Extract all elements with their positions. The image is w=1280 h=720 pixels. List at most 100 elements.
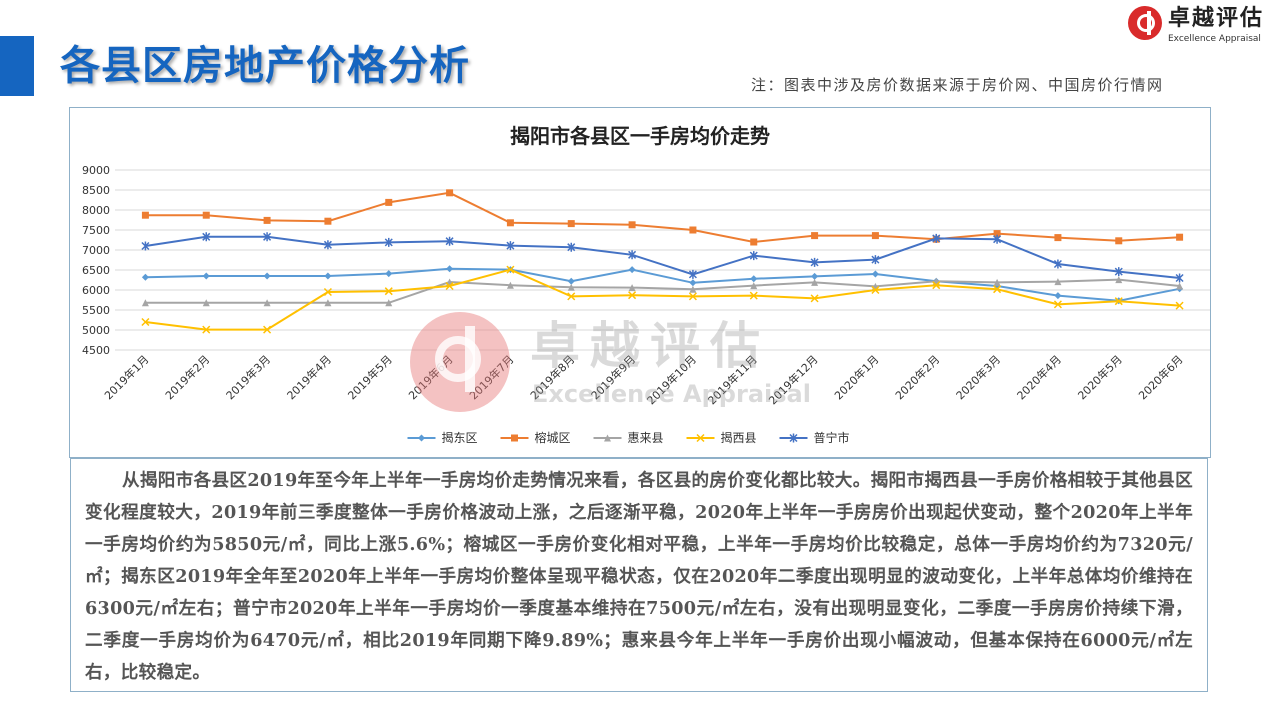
data-point (871, 285, 880, 295)
legend-label: 惠来县 (628, 431, 664, 445)
data-point (506, 241, 515, 251)
logo-name: 卓越评估 (1168, 6, 1265, 31)
data-point (141, 211, 149, 219)
data-point (1115, 276, 1123, 284)
data-point (1176, 233, 1184, 241)
data-point (689, 279, 697, 287)
data-point (445, 236, 454, 246)
y-tick-label: 5500 (82, 304, 110, 317)
data-point (750, 275, 758, 283)
series-line (145, 267, 1180, 302)
data-point (567, 242, 576, 252)
x-tick-label: 2020年5月 (1075, 352, 1125, 402)
data-point (567, 283, 575, 291)
data-point (810, 294, 819, 303)
data-point (628, 284, 636, 292)
y-tick-label: 8000 (82, 204, 110, 217)
data-point (993, 234, 1002, 244)
data-point (749, 251, 758, 261)
data-point (141, 241, 150, 251)
data-point (628, 221, 636, 229)
data-point (932, 233, 941, 243)
x-tick-label: 2019年7月 (466, 352, 516, 402)
data-point (384, 237, 393, 247)
data-point (932, 281, 941, 290)
data-point (506, 281, 514, 289)
logo-subtitle: Excellence Appraisal (1168, 34, 1261, 44)
x-tick-label: 2019年12月 (766, 352, 821, 407)
data-point (263, 216, 271, 224)
data-point (202, 325, 211, 334)
data-point (811, 272, 819, 280)
data-point (1175, 273, 1184, 283)
data-point (696, 433, 705, 443)
data-point (567, 220, 575, 228)
y-tick-label: 8500 (82, 184, 110, 197)
data-point (141, 299, 149, 307)
data-point (384, 287, 393, 296)
data-point (202, 299, 210, 307)
data-point (567, 277, 575, 285)
data-point (993, 285, 1002, 294)
y-tick-label: 6000 (82, 284, 110, 297)
data-point (811, 278, 819, 286)
data-source-note: 注：图表中涉及房价数据来源于房价网、中国房价行情网 (751, 76, 1164, 94)
legend-label: 普宁市 (814, 430, 850, 445)
data-point (511, 434, 518, 442)
data-point (445, 281, 454, 291)
data-point (1053, 300, 1062, 309)
company-logo: 卓越评估 Excellence Appraisal (1128, 6, 1278, 46)
y-tick-label: 7000 (82, 244, 110, 257)
data-point (1115, 237, 1123, 245)
data-point (688, 269, 697, 279)
data-point (628, 291, 637, 300)
legend-label: 揭东区 (442, 430, 478, 445)
legend-label: 榕城区 (535, 430, 571, 445)
x-tick-label: 2019年5月 (345, 352, 395, 402)
data-point (202, 272, 210, 280)
x-tick-label: 2020年1月 (831, 352, 881, 402)
data-point (263, 325, 272, 334)
data-point (385, 270, 393, 278)
x-tick-label: 2020年3月 (953, 352, 1003, 402)
data-point (628, 250, 637, 260)
data-point (750, 238, 758, 246)
data-point (202, 211, 210, 219)
series-line (145, 235, 1180, 279)
data-point (202, 232, 211, 242)
x-tick-label: 2019年8月 (527, 352, 577, 402)
analysis-box: 从揭阳市各县区2019年至今年上半年一手房均价走势情况来看，各区县的房价变化都比… (70, 458, 1208, 692)
data-point (1114, 267, 1123, 277)
title-accent-bar (0, 36, 34, 96)
legend-label: 揭西县 (721, 430, 757, 445)
data-point (324, 217, 332, 225)
data-point (871, 232, 879, 240)
data-point (1053, 259, 1062, 269)
data-point (811, 232, 819, 240)
data-point (993, 278, 1001, 286)
data-point (689, 226, 697, 234)
data-point (871, 255, 880, 265)
data-point (506, 219, 514, 227)
data-point (418, 434, 425, 442)
data-point (263, 299, 271, 307)
page-title: 各县区房地产价格分析 (60, 43, 470, 89)
analysis-text: 从揭阳市各县区2019年至今年上半年一手房均价走势情况来看，各区县的房价变化都比… (85, 470, 1193, 683)
y-tick-label: 5000 (82, 324, 110, 337)
data-point (749, 291, 758, 300)
data-point (1054, 278, 1062, 286)
data-point (1114, 297, 1123, 306)
x-tick-label: 2020年4月 (1014, 352, 1064, 402)
y-tick-label: 9000 (82, 164, 110, 177)
x-tick-label: 2020年6月 (1136, 352, 1186, 402)
data-point (141, 273, 149, 281)
x-tick-label: 2019年6月 (406, 352, 456, 402)
data-point (263, 272, 271, 280)
line-chart: 揭阳市各县区一手房均价走势 9000 8500 8000 7500 7000 6500 600… (82, 124, 1210, 445)
chart-title: 揭阳市各县区一手房均价走势 (510, 124, 770, 148)
series-line (145, 191, 1180, 244)
data-point (810, 257, 819, 267)
logo-mark-icon (1128, 6, 1162, 40)
series-line (145, 268, 1180, 331)
x-tick-label: 2019年2月 (162, 352, 212, 402)
